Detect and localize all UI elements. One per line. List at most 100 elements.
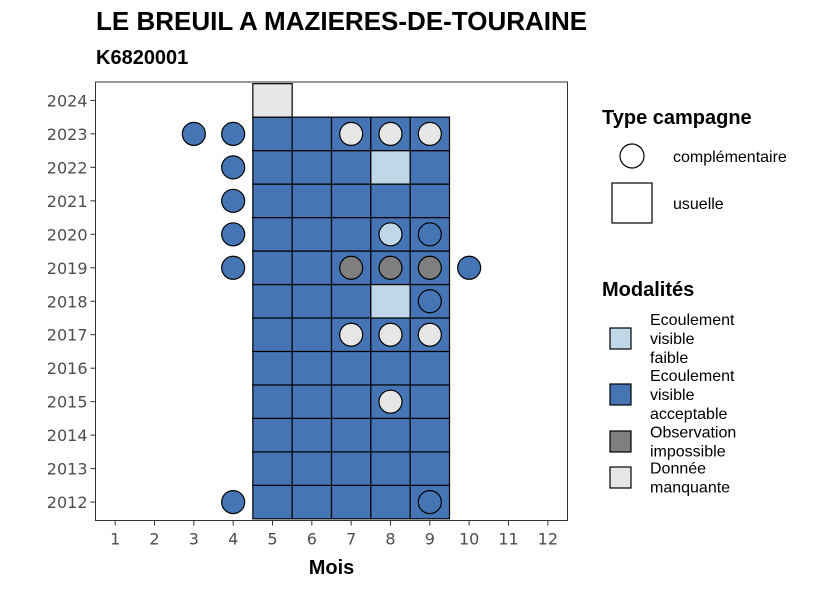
tile-2018-7 (330, 283, 372, 319)
chart-title: LE BREUIL A MAZIERES-DE-TOURAINE (96, 6, 587, 36)
point-2020-4 (221, 222, 246, 247)
tile-2015-6 (291, 384, 333, 420)
tile-2016-8 (370, 350, 411, 386)
legend-key-faible (609, 327, 632, 350)
tile-2014-7 (330, 417, 372, 453)
point-2022-4 (221, 155, 246, 180)
legend-key-manquante (609, 466, 632, 489)
point-2019-4 (221, 255, 246, 280)
tile-2020-7 (330, 216, 372, 252)
legend-key-impossible (609, 430, 632, 453)
y-tick-label-2019: 2019 (47, 259, 88, 278)
tile-2021-7 (330, 183, 372, 219)
y-tick-label-2015: 2015 (47, 393, 88, 412)
point-2019-8 (378, 255, 403, 280)
legend-campaign-label-1: usuelle (673, 196, 724, 213)
legend-key-acceptable (609, 383, 632, 406)
legend-campaign-label-0: complémentaire (673, 149, 787, 166)
tile-2023-6 (291, 116, 333, 152)
legend-circle-icon (619, 143, 645, 169)
x-tick-label-12: 12 (538, 530, 558, 549)
tile-2012-8 (370, 484, 411, 520)
x-tick-label-8: 8 (385, 530, 395, 549)
x-axis-title: Mois (309, 557, 355, 579)
point-2017-8 (378, 322, 403, 347)
tile-2013-8 (370, 451, 411, 486)
tile-2022-5 (252, 150, 293, 185)
point-2020-8 (378, 222, 403, 247)
tile-2022-9 (409, 150, 451, 185)
tile-2014-5 (252, 417, 293, 453)
point-2019-7 (339, 255, 364, 280)
point-2019-10 (457, 255, 482, 280)
y-tick-label-2012: 2012 (47, 493, 88, 512)
x-tick-label-4: 4 (228, 530, 238, 549)
tile-2014-9 (409, 417, 451, 453)
tile-2013-6 (291, 451, 333, 486)
tile-2022-8 (370, 150, 411, 185)
y-axis: 2012 2013 2014 2015 2016 2017 2018 2019 2020 2021… (47, 91, 96, 512)
point-2023-3 (181, 121, 206, 146)
tile-2014-6 (291, 417, 333, 453)
point-2018-9 (417, 289, 442, 314)
y-tick-label-2023: 2023 (47, 125, 88, 144)
x-tick-label-5: 5 (267, 530, 277, 549)
tile-2018-5 (252, 283, 293, 319)
point-2017-9 (417, 322, 442, 347)
tile-2023-5 (252, 116, 293, 152)
tile-2015-7 (330, 384, 372, 420)
tile-2014-8 (370, 417, 411, 453)
x-tick-label-10: 10 (459, 530, 479, 549)
legend-campaign-title: Type campagne (602, 107, 752, 129)
point-2012-4 (221, 489, 246, 515)
point-2023-8 (378, 121, 403, 146)
tile-2019-6 (291, 250, 333, 286)
y-tick-label-2020: 2020 (47, 225, 88, 244)
legend-label-manquante-0: Donnée (650, 461, 706, 478)
x-tick-label-1: 1 (110, 530, 120, 549)
legend-label-faible-0: Ecoulement (650, 312, 735, 329)
legend-label-faible-2: faible (650, 350, 688, 367)
y-tick-label-2016: 2016 (47, 359, 88, 378)
y-tick-label-2018: 2018 (47, 292, 88, 311)
y-tick-label-2024: 2024 (47, 91, 88, 110)
tile-2015-5 (252, 384, 293, 420)
tile-2017-6 (291, 317, 333, 353)
x-tick-label-2: 2 (149, 530, 159, 549)
tile-2012-6 (291, 484, 333, 520)
tile-2018-8 (370, 283, 411, 319)
chart-subtitle: K6820001 (96, 47, 188, 69)
legend-label-acceptable-0: Ecoulement (650, 368, 735, 385)
tile-2020-6 (291, 216, 333, 252)
x-axis: 1 2 3 4 5 6 7 8 9 10 11 12 (110, 520, 558, 549)
point-2015-8 (378, 389, 403, 414)
legend-modalities: Modalités EcoulementvisiblefaibleEcoulem… (602, 279, 736, 497)
tile-2024-5 (252, 83, 293, 118)
tile-2021-5 (252, 183, 293, 219)
x-tick-label-6: 6 (307, 530, 317, 549)
legend-label-faible-1: visible (650, 331, 695, 348)
point-2012-9 (417, 489, 442, 515)
tile-2018-6 (291, 283, 333, 319)
tile-2021-9 (409, 183, 451, 219)
points-layer (181, 121, 482, 515)
tile-2022-6 (291, 150, 333, 185)
point-2023-7 (339, 121, 364, 146)
tile-2021-8 (370, 183, 411, 219)
tile-2021-6 (291, 183, 333, 219)
legend-square-icon (611, 182, 653, 224)
y-tick-label-2014: 2014 (47, 426, 88, 445)
legend-label-manquante-1: manquante (650, 480, 730, 497)
point-2023-9 (417, 121, 442, 146)
y-tick-label-2017: 2017 (47, 326, 88, 345)
tile-2013-5 (252, 451, 293, 486)
tile-2015-9 (409, 384, 451, 420)
tile-2012-5 (252, 484, 293, 520)
tile-2012-7 (330, 484, 372, 520)
tile-2017-5 (252, 317, 293, 353)
tile-2016-5 (252, 350, 293, 386)
y-tick-label-2022: 2022 (47, 158, 88, 177)
y-tick-label-2021: 2021 (47, 192, 88, 211)
point-2017-7 (339, 322, 364, 347)
